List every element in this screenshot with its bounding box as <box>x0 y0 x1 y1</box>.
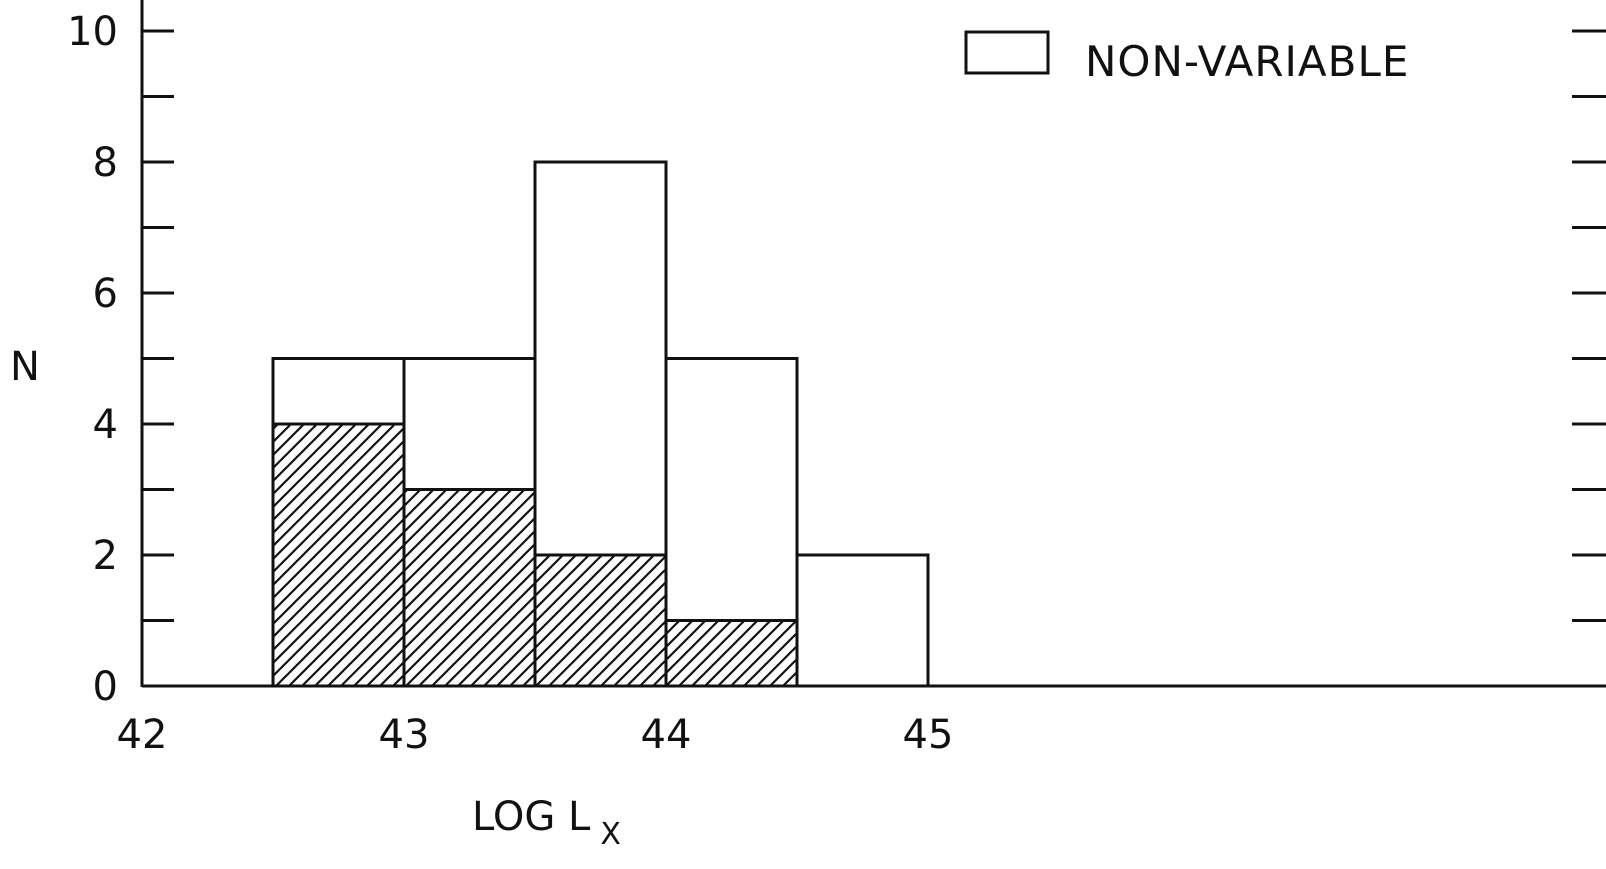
x-axis-title-main: LOG L <box>472 794 591 840</box>
legend: NON-VARIABLE <box>964 30 1409 86</box>
y-tick-label-8: 8 <box>93 140 118 186</box>
x-ticks: 42 43 44 45 <box>117 712 954 758</box>
y-ticks: 0 2 4 6 8 10 <box>67 9 1606 710</box>
x-axis-title: LOG L X <box>472 794 621 852</box>
bar-total-bin-5 <box>795 553 930 688</box>
histogram-bars <box>271 160 930 688</box>
y-tick-label-2: 2 <box>93 533 118 579</box>
y-tick-label-4: 4 <box>93 402 118 448</box>
y-tick-label-6: 6 <box>93 271 118 317</box>
bar-hatched-bin-3 <box>533 553 668 688</box>
x-tick-label-45: 45 <box>903 712 954 758</box>
y-axis-title: N <box>10 344 40 390</box>
legend-swatch-non-variable <box>964 30 1050 75</box>
bar-hatched-bin-2 <box>402 488 537 688</box>
bar-hatched-bin-1 <box>271 422 406 688</box>
y-tick-label-0: 0 <box>93 664 118 710</box>
axes <box>140 0 1606 688</box>
x-tick-label-43: 43 <box>379 712 430 758</box>
x-axis-title-subscript: X <box>600 817 621 852</box>
bar-hatched-bin-4 <box>664 619 799 688</box>
x-tick-label-42: 42 <box>117 712 168 758</box>
x-tick-label-44: 44 <box>641 712 692 758</box>
y-tick-label-10: 10 <box>67 9 118 55</box>
legend-label-non-variable: NON-VARIABLE <box>1085 37 1409 86</box>
